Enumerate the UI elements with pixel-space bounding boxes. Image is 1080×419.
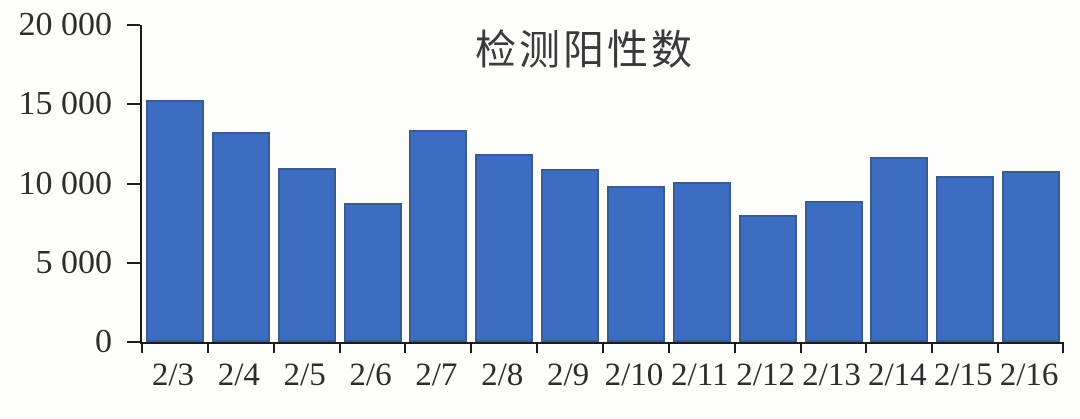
bar-2/6: [343, 202, 402, 342]
y-tick-label: 20 000: [18, 6, 113, 43]
x-tick: [470, 342, 473, 353]
bar-2/8: [475, 154, 534, 342]
x-tick-label: 2/14: [868, 357, 927, 393]
x-tick: [404, 342, 407, 353]
x-tick-label: 2/16: [999, 357, 1059, 393]
y-tick: [127, 103, 140, 106]
bar-2/16: [1002, 170, 1061, 342]
x-tick: [602, 342, 604, 353]
x-tick: [667, 342, 670, 353]
y-tick-label: 10 000: [18, 164, 113, 202]
x-tick: [272, 342, 275, 353]
y-tick: [127, 182, 140, 185]
bar-2/3: [145, 100, 204, 342]
bar-2/13: [804, 200, 863, 342]
x-tick-label: 2/11: [671, 357, 729, 393]
x-tick: [865, 342, 868, 353]
bar-2/4: [211, 132, 270, 342]
x-tick-label: 2/6: [349, 357, 392, 393]
x-tick: [733, 342, 736, 353]
x-tick: [931, 342, 934, 353]
x-tick: [1062, 342, 1064, 353]
x-tick-label: 2/5: [283, 357, 326, 393]
x-tick-label: 2/12: [736, 357, 795, 393]
x-tick: [536, 342, 539, 353]
y-tick-label: 0: [95, 323, 112, 360]
x-tick: [141, 342, 143, 353]
bar-2/15: [936, 176, 995, 342]
bar-2/10: [606, 185, 665, 342]
x-tick-label: 2/15: [933, 357, 993, 393]
x-tick-label: 2/4: [217, 357, 260, 393]
chart-title: 检测阳性数: [475, 27, 695, 73]
bar-2/14: [870, 157, 929, 342]
y-tick: [127, 24, 140, 26]
bar-2/11: [672, 181, 731, 342]
x-tick: [338, 342, 341, 353]
x-tick: [206, 342, 209, 353]
y-tick: [127, 341, 140, 343]
x-tick-label: 2/13: [802, 357, 861, 393]
x-tick-label: 2/9: [546, 357, 590, 393]
x-tick: [997, 342, 1000, 353]
plot-area: [127, 24, 1064, 353]
bar-2/12: [738, 215, 797, 342]
bar-2/5: [277, 167, 336, 342]
bar-2/7: [409, 129, 468, 342]
bar-2/9: [541, 169, 600, 342]
y-tick-label: 5 000: [35, 243, 113, 281]
x-tick-label: 2/3: [151, 357, 194, 393]
x-tick-label: 2/8: [481, 357, 524, 393]
y-tick-label: 15 000: [18, 85, 113, 123]
y-tick: [127, 261, 140, 264]
x-tick-label: 2/10: [604, 357, 664, 393]
x-tick-label: 2/7: [415, 357, 458, 393]
x-tick: [799, 342, 802, 353]
